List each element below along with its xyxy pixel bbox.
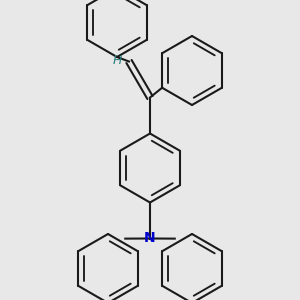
Text: H: H — [113, 53, 122, 67]
Text: N: N — [144, 232, 156, 245]
